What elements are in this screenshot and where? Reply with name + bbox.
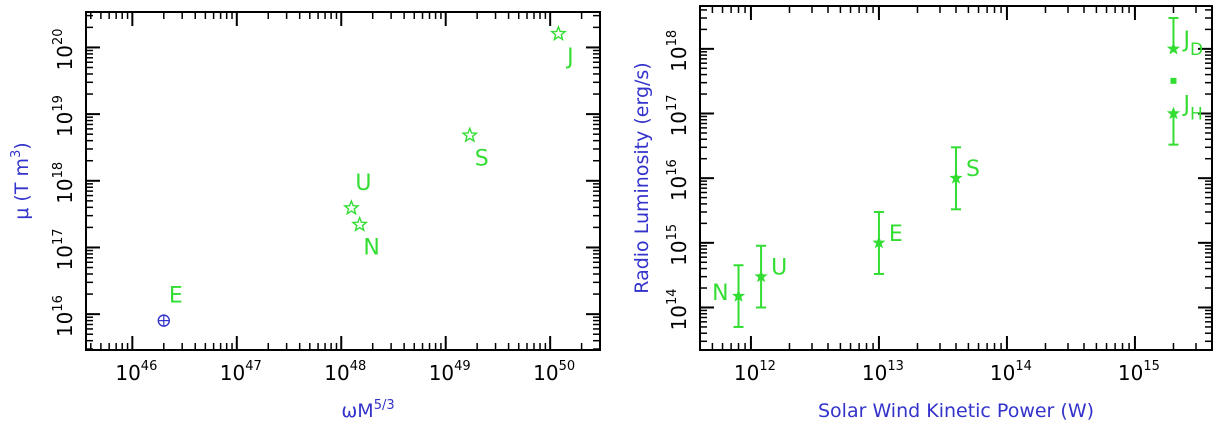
x-tick-label: 1048 [324,359,366,385]
point-label: N [363,236,379,261]
y-tick-label: 1018 [665,30,691,72]
right-y-axis-title: Radio Luminosity (erg/s) [631,62,653,293]
point-label: N [712,281,728,306]
left-plot-frame [85,11,601,351]
left-y-tick-labels: 1016 1017 1018 1019 1020 [51,28,77,337]
y-tick-label: 1016 [665,159,691,201]
point-label: S [475,146,489,171]
x-tick-label: 1047 [220,359,262,385]
left-chart: 1046 1047 1048 1049 1050 1016 1017 1018 1019 102… [9,11,601,422]
right-y-tick-labels: 1014 1015 1016 1017 1018 [665,30,691,331]
point-label: U [355,171,371,196]
x-tick-label: 1015 [1118,359,1160,385]
left-minor-ticks [86,12,600,350]
right-major-ticks [700,6,1212,350]
y-tick-label: 1020 [51,28,77,70]
star-marker [1166,106,1181,120]
x-tick-label: 1049 [429,359,471,385]
star-marker [1166,41,1181,55]
left-major-ticks [86,12,600,350]
right-x-tick-labels: 1012 1013 1014 1015 [734,359,1160,385]
point-label: J [565,45,574,70]
x-tick-label: 1013 [862,359,904,385]
x-tick-label: 1014 [990,359,1032,385]
left-x-tick-labels: 1046 1047 1048 1049 1050 [115,359,575,385]
point-label: U [771,256,787,281]
x-tick-label: 1050 [533,359,575,385]
left-x-axis-title: ωM5/3 [341,398,394,422]
point-label: E [169,284,183,309]
square-marker [1170,77,1177,84]
star-marker [351,215,369,232]
star-marker [872,235,886,249]
left-points: E U N S J [157,24,574,327]
right-chart: 1012 1013 1014 1015 1014 1015 1016 1017 1018 N U… [631,5,1213,422]
right-points: N U E S JD JH [712,17,1203,328]
point-label: JD [1181,28,1203,60]
right-minor-ticks [700,6,1212,350]
star-marker [754,269,768,283]
left-y-axis-title: μ (T m3) [9,142,33,219]
y-tick-label: 1016 [51,295,77,337]
x-tick-label: 1046 [115,359,157,385]
y-tick-label: 1015 [665,224,691,266]
star-marker [949,171,963,184]
point-label: JH [1181,93,1202,125]
y-tick-label: 1017 [665,95,691,137]
point-label: S [966,157,980,182]
y-tick-label: 1014 [665,288,691,330]
star-marker [461,126,479,143]
point-label: E [889,222,903,247]
x-tick-label: 1012 [734,359,776,385]
y-tick-label: 1019 [51,95,77,137]
star-marker [342,199,360,216]
y-tick-label: 1017 [51,228,77,270]
y-tick-label: 1018 [51,162,77,204]
star-marker [731,289,746,302]
star-marker [549,24,567,42]
right-x-axis-title: Solar Wind Kinetic Power (W) [818,400,1094,422]
